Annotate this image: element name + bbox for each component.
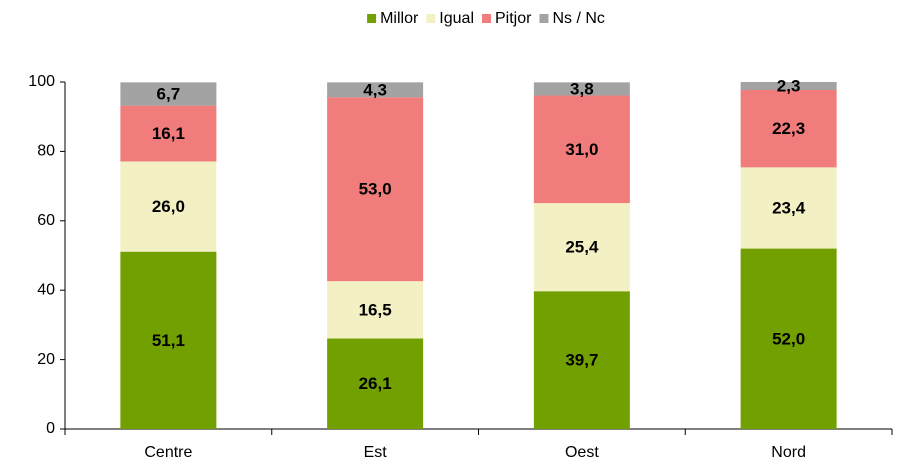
- bar-segment: [327, 281, 424, 339]
- y-tick-label: 0: [46, 420, 55, 437]
- legend-swatch: [539, 14, 549, 23]
- bar-segment: [740, 82, 837, 90]
- legend-label: Igual: [439, 10, 474, 27]
- data-label: 22,3: [772, 119, 805, 138]
- data-label: 25,4: [565, 238, 599, 257]
- data-label: 52,0: [772, 329, 805, 348]
- x-tick-label: Nord: [771, 444, 806, 461]
- data-label: 26,0: [152, 197, 185, 216]
- data-label: 31,0: [565, 140, 598, 159]
- bar-segment: [740, 248, 837, 429]
- y-tick-label: 80: [37, 143, 55, 160]
- bar-segment: [533, 82, 630, 96]
- data-label: 26,1: [359, 374, 392, 393]
- data-label: 53,0: [359, 180, 392, 199]
- y-tick-label: 100: [28, 73, 55, 90]
- data-label: 16,1: [152, 124, 185, 143]
- bar-segment: [120, 105, 217, 162]
- data-label: 23,4: [772, 198, 806, 217]
- legend-swatch: [482, 14, 492, 23]
- data-label: 16,5: [359, 300, 392, 319]
- y-tick-label: 20: [37, 351, 55, 368]
- x-tick-label: Oest: [565, 444, 599, 461]
- legend-label: Ns / Nc: [552, 10, 604, 27]
- data-label: 51,1: [152, 331, 185, 350]
- bar-segment: [533, 291, 630, 429]
- data-label: 3,8: [570, 79, 594, 98]
- data-label: 39,7: [565, 351, 598, 370]
- bar-segment: [327, 82, 424, 98]
- bar-segment: [120, 251, 217, 429]
- bar-segment: [327, 338, 424, 429]
- bar-segment: [120, 161, 217, 252]
- bar-segment: [740, 167, 837, 249]
- bar-segment: [327, 97, 424, 282]
- legend-swatch: [426, 14, 436, 23]
- bar-segment: [533, 203, 630, 292]
- data-label: 2,3: [777, 76, 801, 95]
- y-tick-label: 40: [37, 281, 55, 298]
- data-label: 4,3: [363, 80, 387, 99]
- bar-segment: [740, 89, 837, 168]
- data-label: 6,7: [157, 84, 181, 103]
- legend-label: Pitjor: [495, 10, 532, 27]
- bar-segment: [120, 82, 217, 106]
- x-tick-label: Centre: [144, 444, 192, 461]
- legend-swatch: [367, 14, 377, 23]
- y-tick-label: 60: [37, 212, 55, 229]
- bar-segment: [533, 95, 630, 204]
- legend-label: Millor: [380, 10, 419, 27]
- x-tick-label: Est: [364, 444, 388, 461]
